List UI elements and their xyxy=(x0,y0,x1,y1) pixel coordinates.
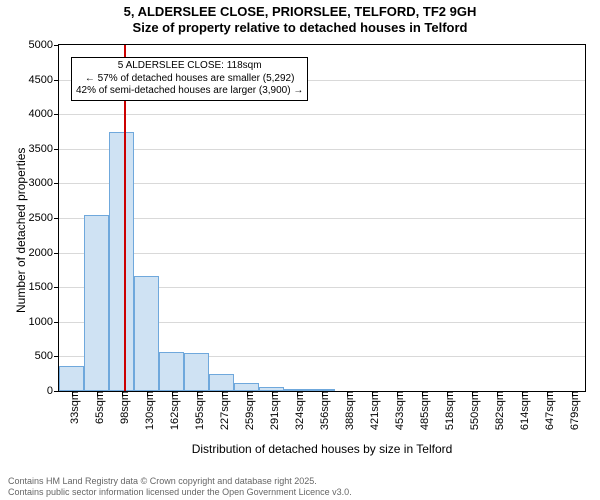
xtick-label: 33sqm xyxy=(63,391,81,424)
histogram-bar xyxy=(84,215,109,391)
xtick-label: 259sqm xyxy=(238,391,256,430)
annotation-line1: 5 ALDERSLEE CLOSE: 118sqm xyxy=(76,60,303,73)
histogram-bar xyxy=(209,374,234,391)
xtick-label: 518sqm xyxy=(438,391,456,430)
histogram-bar xyxy=(134,276,159,391)
xtick-label: 130sqm xyxy=(138,391,156,430)
xtick-label: 421sqm xyxy=(363,391,381,430)
xtick-label: 324sqm xyxy=(288,391,306,430)
xtick-label: 550sqm xyxy=(463,391,481,430)
ytick-label: 1000 xyxy=(29,316,59,328)
y-axis-label: Number of detached properties xyxy=(14,148,28,313)
annotation-box: 5 ALDERSLEE CLOSE: 118sqm← 57% of detach… xyxy=(71,57,308,101)
xtick-label: 291sqm xyxy=(263,391,281,430)
ytick-label: 500 xyxy=(35,350,59,362)
chart-title-line2: Size of property relative to detached ho… xyxy=(0,20,600,36)
annotation-line2: ← 57% of detached houses are smaller (5,… xyxy=(76,73,303,86)
xtick-label: 356sqm xyxy=(313,391,331,430)
histogram-bar xyxy=(184,353,209,391)
xtick-label: 98sqm xyxy=(113,391,131,424)
ytick-label: 0 xyxy=(47,385,59,397)
gridline xyxy=(59,253,585,254)
gridline xyxy=(59,218,585,219)
xtick-label: 65sqm xyxy=(88,391,106,424)
xtick-label: 195sqm xyxy=(188,391,206,430)
xtick-label: 388sqm xyxy=(338,391,356,430)
gridline xyxy=(59,149,585,150)
ytick-label: 1500 xyxy=(29,281,59,293)
histogram-bar xyxy=(159,352,184,391)
ytick-label: 4500 xyxy=(29,74,59,86)
histogram-bar xyxy=(234,383,259,391)
chart-title-line1: 5, ALDERSLEE CLOSE, PRIORSLEE, TELFORD, … xyxy=(0,0,600,20)
histogram-bar xyxy=(59,366,84,391)
ytick-label: 2500 xyxy=(29,212,59,224)
xtick-label: 679sqm xyxy=(563,391,581,430)
xtick-label: 485sqm xyxy=(413,391,431,430)
ytick-label: 5000 xyxy=(29,39,59,51)
gridline xyxy=(59,114,585,115)
histogram-bar xyxy=(109,132,134,391)
xtick-label: 453sqm xyxy=(388,391,406,430)
x-axis-label: Distribution of detached houses by size … xyxy=(58,442,586,456)
gridline xyxy=(59,183,585,184)
xtick-label: 227sqm xyxy=(213,391,231,430)
ytick-label: 3500 xyxy=(29,143,59,155)
annotation-line3: 42% of semi-detached houses are larger (… xyxy=(76,85,303,98)
ytick-label: 2000 xyxy=(29,247,59,259)
ytick-label: 3000 xyxy=(29,177,59,189)
xtick-label: 162sqm xyxy=(163,391,181,430)
xtick-label: 647sqm xyxy=(538,391,556,430)
footer-line1: Contains HM Land Registry data © Crown c… xyxy=(8,476,352,487)
attribution-footer: Contains HM Land Registry data © Crown c… xyxy=(0,476,352,498)
ytick-label: 4000 xyxy=(29,108,59,120)
chart-plot-area: 5 ALDERSLEE CLOSE: 118sqm← 57% of detach… xyxy=(58,44,586,392)
xtick-label: 582sqm xyxy=(488,391,506,430)
footer-line2: Contains public sector information licen… xyxy=(8,487,352,498)
xtick-label: 614sqm xyxy=(513,391,531,430)
